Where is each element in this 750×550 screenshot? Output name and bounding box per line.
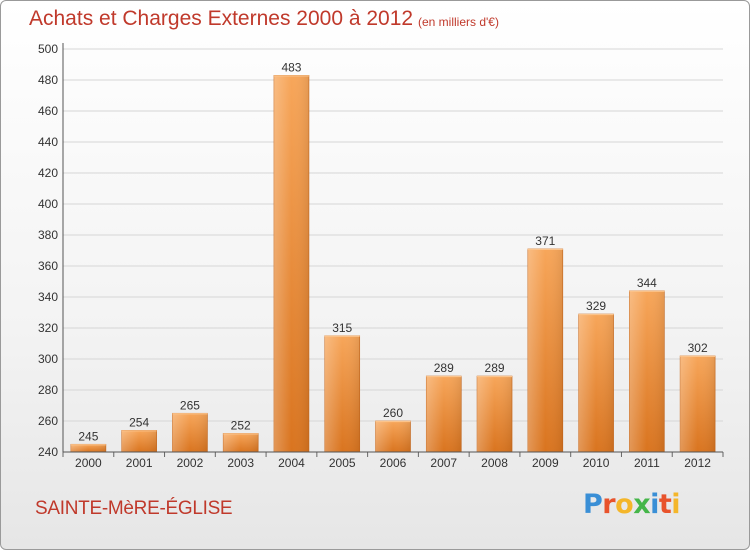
y-tick-label: 420 bbox=[38, 166, 58, 180]
y-tick-label: 340 bbox=[38, 290, 58, 304]
y-tick-label: 460 bbox=[38, 104, 58, 118]
y-tick-label: 320 bbox=[38, 321, 58, 335]
bar-shade bbox=[324, 335, 360, 452]
bar-shade bbox=[121, 430, 157, 452]
x-tick-label: 2007 bbox=[430, 456, 457, 470]
value-label: 371 bbox=[535, 234, 555, 248]
x-tick-label: 2009 bbox=[532, 456, 559, 470]
logo-letter: i bbox=[650, 489, 659, 520]
value-label: 302 bbox=[688, 341, 708, 355]
y-tick-label: 380 bbox=[38, 228, 58, 242]
bar-shade bbox=[527, 248, 563, 452]
bars bbox=[70, 75, 716, 453]
y-axis-ticks: 240 260 280 300 320 340 360 380 400 420 440 460 480 5… bbox=[38, 42, 58, 459]
bar-shade bbox=[70, 444, 106, 452]
proxiti-logo: Proxiti bbox=[583, 489, 681, 520]
value-label: 245 bbox=[78, 429, 98, 443]
x-tick-label: 2000 bbox=[75, 456, 102, 470]
x-tick-label: 2002 bbox=[177, 456, 204, 470]
bar-shade bbox=[680, 355, 716, 452]
value-label: 344 bbox=[637, 276, 657, 290]
logo-letter: o bbox=[615, 489, 634, 520]
bar-shade bbox=[273, 75, 309, 452]
chart-subtitle: (en milliers d'€) bbox=[418, 15, 499, 29]
bar-shade bbox=[578, 314, 614, 452]
axes bbox=[62, 43, 723, 453]
bar-shade bbox=[426, 376, 462, 452]
x-tick-label: 2001 bbox=[126, 456, 153, 470]
commune-name: SAINTE-MèRE-ÉGLISE bbox=[35, 498, 233, 519]
y-tick-label: 500 bbox=[38, 42, 58, 56]
y-tick-label: 400 bbox=[38, 197, 58, 211]
y-tick-label: 360 bbox=[38, 259, 58, 273]
chart-title: Achats et Charges Externes 2000 à 2012 bbox=[29, 7, 414, 30]
x-tick-label: 2003 bbox=[227, 456, 254, 470]
value-label: 315 bbox=[332, 321, 352, 335]
x-axis-ticks: 2000 2001 2002 2003 2004 2005 2006 2007 2008 2009… bbox=[62, 452, 724, 470]
value-label: 254 bbox=[129, 415, 149, 429]
y-tick-label: 260 bbox=[38, 414, 58, 428]
x-tick-label: 2004 bbox=[278, 456, 305, 470]
logo-letter: x bbox=[633, 489, 651, 520]
y-tick-label: 440 bbox=[38, 135, 58, 149]
value-label: 252 bbox=[231, 418, 251, 432]
value-label: 289 bbox=[434, 361, 454, 375]
value-label: 289 bbox=[485, 361, 505, 375]
x-tick-label: 2008 bbox=[481, 456, 508, 470]
x-tick-label: 2006 bbox=[380, 456, 407, 470]
value-label: 329 bbox=[586, 299, 606, 313]
value-labels: 245 254 265 252 483 315 260 289 289 371 329 344 302 bbox=[78, 60, 708, 443]
logo-letter: P bbox=[583, 489, 603, 520]
y-tick-label: 300 bbox=[38, 352, 58, 366]
bar-shade bbox=[172, 413, 208, 452]
logo-letter: r bbox=[602, 489, 616, 520]
x-tick-label: 2010 bbox=[583, 456, 610, 470]
logo-letter: i bbox=[671, 489, 681, 520]
bar-shade bbox=[477, 376, 513, 452]
grid-lines bbox=[63, 48, 723, 422]
logo-letter: t bbox=[658, 489, 672, 520]
x-tick-label: 2012 bbox=[684, 456, 711, 470]
value-label: 265 bbox=[180, 398, 200, 412]
bar-shade bbox=[223, 433, 259, 452]
bar-shade bbox=[375, 421, 411, 452]
value-label: 483 bbox=[281, 60, 301, 74]
y-tick-label: 480 bbox=[38, 73, 58, 87]
value-label: 260 bbox=[383, 406, 403, 420]
bar-shade bbox=[629, 290, 665, 452]
x-tick-label: 2005 bbox=[329, 456, 356, 470]
y-tick-label: 280 bbox=[38, 383, 58, 397]
x-tick-label: 2011 bbox=[634, 456, 660, 470]
y-tick-label: 240 bbox=[38, 445, 58, 459]
